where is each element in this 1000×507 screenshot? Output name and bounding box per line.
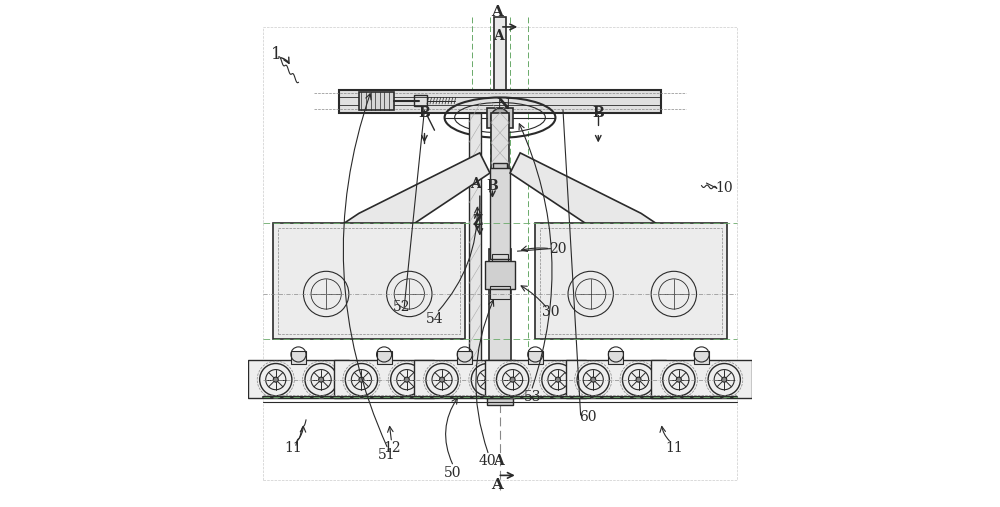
Bar: [278, 229, 460, 334]
Text: 12: 12: [383, 441, 400, 455]
Bar: [414, 95, 427, 106]
Bar: [528, 351, 543, 364]
Text: 53: 53: [524, 390, 542, 404]
Text: A: A: [492, 6, 503, 19]
Bar: [414, 360, 515, 399]
Text: 20: 20: [549, 242, 567, 256]
Bar: [457, 351, 472, 364]
Bar: [535, 224, 727, 339]
Text: 52: 52: [393, 300, 410, 313]
Text: Z: Z: [472, 214, 482, 228]
Circle shape: [404, 377, 409, 382]
Text: 11: 11: [285, 441, 302, 455]
Bar: [540, 229, 722, 334]
Bar: [487, 107, 513, 128]
Text: A: A: [470, 176, 481, 191]
Circle shape: [636, 377, 641, 382]
Circle shape: [491, 108, 509, 127]
Text: 10: 10: [715, 181, 733, 195]
Bar: [491, 370, 509, 395]
Text: 54: 54: [426, 312, 443, 326]
Bar: [494, 17, 506, 380]
Bar: [493, 163, 507, 224]
Bar: [694, 351, 709, 364]
Text: N: N: [496, 98, 510, 112]
Text: B: B: [592, 105, 604, 120]
Bar: [487, 390, 513, 405]
Circle shape: [319, 377, 324, 382]
Text: B: B: [419, 105, 430, 120]
Circle shape: [510, 377, 515, 382]
Text: 50: 50: [443, 466, 461, 480]
Text: B: B: [487, 178, 498, 193]
Text: 40: 40: [479, 454, 496, 468]
Bar: [608, 351, 623, 364]
Circle shape: [359, 377, 364, 382]
Bar: [377, 351, 392, 364]
Polygon shape: [510, 153, 702, 284]
Bar: [490, 286, 510, 299]
Circle shape: [591, 377, 596, 382]
Circle shape: [555, 377, 560, 382]
Bar: [485, 360, 586, 399]
Bar: [359, 92, 394, 110]
Text: A: A: [493, 454, 504, 468]
Bar: [651, 360, 752, 399]
Circle shape: [676, 377, 681, 382]
Bar: [291, 351, 306, 364]
Text: 30: 30: [542, 305, 559, 318]
Circle shape: [722, 377, 727, 382]
Bar: [469, 113, 481, 395]
Circle shape: [485, 377, 490, 382]
Polygon shape: [298, 153, 490, 284]
Text: 51: 51: [378, 448, 395, 462]
Bar: [491, 113, 509, 395]
Bar: [492, 254, 508, 269]
Text: 1: 1: [270, 46, 281, 63]
Bar: [485, 261, 515, 289]
Text: A: A: [492, 478, 503, 492]
Bar: [339, 90, 661, 113]
Text: 11: 11: [665, 441, 683, 455]
Bar: [273, 224, 465, 339]
Bar: [248, 360, 349, 399]
Text: A: A: [493, 29, 504, 44]
Bar: [490, 168, 510, 259]
Bar: [489, 248, 511, 370]
Bar: [566, 360, 666, 399]
Circle shape: [440, 377, 445, 382]
Circle shape: [273, 377, 278, 382]
Bar: [334, 360, 434, 399]
Text: 60: 60: [579, 411, 597, 424]
